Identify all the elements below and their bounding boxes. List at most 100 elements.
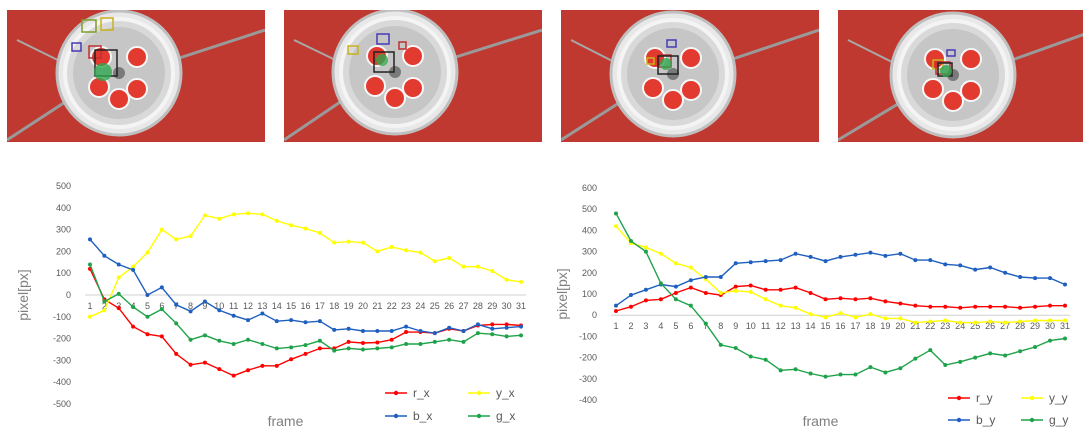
x-tick-label: 15 [821,321,831,331]
data-point-g_x [433,340,437,344]
data-point-y_y [988,320,992,324]
y-tick-label: 500 [56,181,71,191]
data-point-r_x [404,330,408,334]
data-point-y_x [505,278,509,282]
x-tick-label: 17 [315,301,325,311]
data-point-y_x [304,227,308,231]
frame-image-4 [838,10,1083,142]
data-point-y_y [883,316,887,320]
data-point-y_y [1048,319,1052,323]
data-point-b_x [246,318,250,322]
data-point-b_x [375,329,379,333]
data-point-g_x [418,342,422,346]
data-point-y_x [203,213,207,217]
data-point-r_x [390,338,394,342]
data-point-g_x [260,342,264,346]
data-point-r_y [764,288,768,292]
data-point-r_x [490,322,494,326]
data-point-g_x [332,349,336,353]
data-point-g_y [913,357,917,361]
data-point-y_y [824,315,828,319]
data-point-b_x [203,300,207,304]
data-point-g_y [1033,345,1037,349]
data-point-y_x [462,265,466,269]
data-point-y_y [659,252,663,256]
data-point-r_x [145,332,149,336]
port-channel [109,89,129,109]
data-point-y_y [644,245,648,249]
data-point-g_y [629,239,633,243]
x-tick-label: 10 [746,321,756,331]
legend-label-r_y: r_y [976,391,993,405]
data-point-g_x [131,305,135,309]
data-point-b_y [734,261,738,265]
data-point-b_y [1003,271,1007,275]
data-point-r_x [347,340,351,344]
data-point-b_y [853,253,857,257]
y-tick-label: -100 [53,312,71,322]
y-tick-label: -200 [579,353,597,363]
data-point-b_x [361,329,365,333]
data-point-y_y [674,261,678,265]
data-point-b_y [824,259,828,263]
y-tick-label: -200 [53,334,71,344]
data-point-g_y [764,358,768,362]
data-point-y_x [361,241,365,245]
data-point-b_y [973,268,977,272]
data-point-r_y [943,305,947,309]
data-point-y_y [973,321,977,325]
data-point-y_y [794,306,798,310]
y-tick-label: -300 [579,374,597,384]
port-channel [923,79,943,99]
data-point-y_y [779,304,783,308]
data-point-b_y [913,258,917,262]
data-point-b_x [260,312,264,316]
data-point-b_x [318,319,322,323]
data-point-b_x [160,285,164,289]
data-point-b_y [719,275,723,279]
y-tick-label: 100 [582,289,597,299]
x-tick-label: 30 [1045,321,1055,331]
data-point-b_y [644,288,648,292]
legend-label-r_x: r_x [413,386,430,400]
data-point-g_x [462,340,466,344]
data-point-b_y [883,254,887,258]
x-tick-label: 31 [1060,321,1070,331]
data-point-b_y [943,262,947,266]
x-tick-label: 23 [940,321,950,331]
data-point-g_x [289,345,293,349]
port-channel [925,49,945,69]
data-point-b_x [390,329,394,333]
data-point-r_x [232,374,236,378]
data-point-y_x [246,211,250,215]
data-point-y_x [390,245,394,249]
legend-marker-b_x [394,414,398,418]
x-tick-label: 20 [895,321,905,331]
data-point-y_y [1018,320,1022,324]
data-point-g_y [719,343,723,347]
x-tick-label: 12 [776,321,786,331]
data-point-b_y [629,293,633,297]
x-tick-label: 27 [459,301,469,311]
data-point-y_x [476,265,480,269]
x-tick-label: 14 [806,321,816,331]
data-point-b_x [505,326,509,330]
data-point-b_y [674,285,678,289]
data-point-y_x [332,241,336,245]
data-point-b_y [809,255,813,259]
data-point-g_x [347,346,351,350]
y-tick-label: 100 [56,268,71,278]
y-tick-label: 0 [592,310,597,320]
data-point-g_y [973,356,977,360]
data-point-y_x [289,223,293,227]
port-channel [961,81,981,101]
data-point-g_y [644,250,648,254]
data-point-b_x [102,254,106,258]
data-point-b_y [704,275,708,279]
data-point-y_x [260,212,264,216]
y-tick-label: 400 [56,203,71,213]
x-tick-label: 15 [286,301,296,311]
data-point-b_x [304,320,308,324]
frame-image-2 [284,10,542,142]
data-point-g_x [160,307,164,311]
